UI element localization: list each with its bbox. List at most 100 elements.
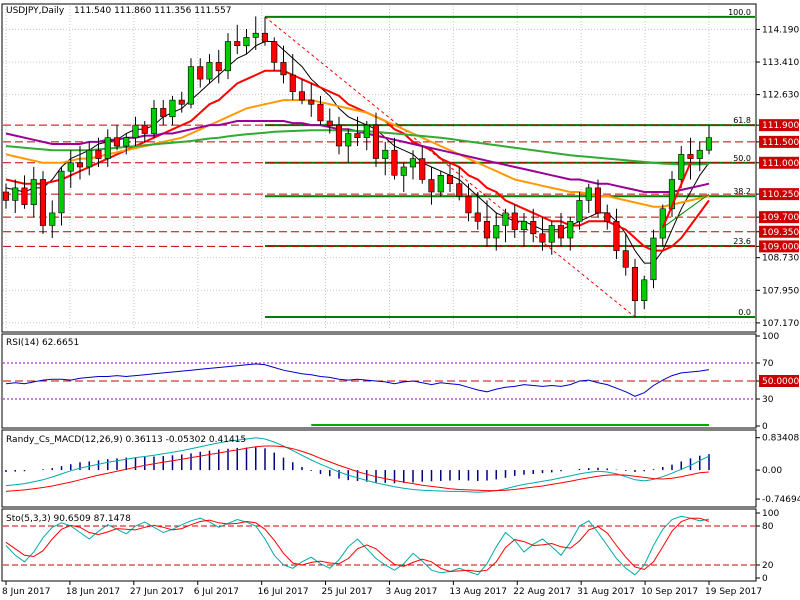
trend-line-green — [662, 193, 710, 228]
candle-body — [622, 250, 629, 268]
candle-body — [363, 124, 370, 138]
candle-body — [39, 179, 47, 226]
candle-body — [261, 32, 269, 42]
price-level-badge — [759, 135, 799, 148]
candle-body — [197, 66, 204, 80]
candle-body — [289, 74, 296, 93]
stochastic-axis-label: 80 — [762, 522, 774, 532]
macd-panel[interactable]: 0.83408 0.00 -0.74694 Randy_Cs_MACD(12,26,… — [1, 429, 800, 508]
price-level-badge — [759, 211, 799, 224]
trend-line-red — [661, 162, 692, 228]
rsi-panel[interactable]: 100 70 50.0000 30 0 RSI(14) 62.6651 — [1, 332, 799, 432]
candle-body — [169, 99, 176, 118]
candle-body — [585, 187, 592, 201]
fib-level-label: 23.6 — [733, 237, 751, 246]
rsi-level-badge — [759, 375, 799, 387]
candle-body — [548, 225, 555, 243]
candle-body — [206, 62, 213, 80]
candle-body — [382, 149, 389, 159]
candle-body — [12, 187, 19, 201]
candle-body — [215, 62, 222, 72]
trend-lines[interactable] — [661, 162, 710, 228]
candle-body — [419, 158, 426, 180]
candle-body — [354, 133, 361, 138]
stochastic-panel-frame — [1, 508, 757, 582]
candle-body — [696, 149, 703, 159]
candle-body — [668, 179, 676, 210]
time-axis-label: 8 Jun 2017 — [2, 587, 50, 597]
price-axis-label: 114.190 — [762, 25, 799, 35]
candle-body — [252, 32, 259, 38]
candle-body — [604, 212, 611, 222]
candle-body — [345, 133, 352, 147]
macd-axis-label: 0.83408 — [762, 434, 799, 444]
price-level-badge — [759, 240, 799, 253]
candle-body — [150, 108, 157, 134]
price-axis-label: 113.410 — [762, 58, 799, 68]
moving-average-line — [5, 99, 710, 208]
candle-body — [234, 41, 241, 46]
candle-body — [113, 137, 120, 147]
candle-body — [631, 266, 639, 301]
rsi-axis-label: 30 — [762, 395, 774, 405]
candle-body — [483, 221, 491, 239]
candle-body — [641, 279, 648, 301]
time-axis-label: 16 Jul 2017 — [258, 587, 309, 597]
time-axis: 8 Jun 2017 18 Jun 2017 27 Jun 2017 6 Jul 20… — [2, 581, 762, 597]
fib-trend-diagonal — [264, 16, 636, 318]
macd-line — [5, 437, 710, 493]
candle-body — [95, 149, 102, 159]
time-axis-label: 22 Aug 2017 — [513, 587, 571, 597]
candle-body — [67, 162, 74, 172]
candle-body — [141, 124, 148, 134]
candle-body — [400, 166, 407, 176]
time-axis-label: 18 Jun 2017 — [66, 587, 120, 597]
fib-level-label: 61.8 — [733, 116, 751, 125]
stochastic-plot — [3, 515, 755, 576]
macd-plot — [5, 437, 710, 493]
rsi-axis-label: 0 — [762, 422, 768, 432]
price-level-badge-label: 111.000 — [762, 159, 799, 169]
candle-body — [428, 179, 435, 193]
candle-body — [493, 225, 500, 239]
price-level-badge — [759, 188, 799, 201]
macd-axis-label: 0.00 — [762, 466, 782, 476]
candle-body — [30, 179, 37, 205]
candle-body — [123, 137, 130, 147]
time-axis-label: 19 Sep 2017 — [705, 587, 762, 597]
stochastic-axis-label: 0 — [762, 574, 768, 584]
chart-symbol-label: USDJPY,Daily — [6, 6, 65, 16]
candle-body — [298, 91, 306, 101]
stochastic-axis-label: 100 — [762, 509, 779, 519]
candle-body — [465, 195, 472, 214]
candle-body — [49, 212, 56, 226]
candle-body — [446, 175, 454, 185]
candle-body — [520, 221, 528, 231]
price-axis-label: 107.950 — [762, 286, 799, 296]
stochastic-signal-line — [5, 517, 710, 573]
price-panel[interactable]: 100.061.850.038.223.60.0 114.190113.4101… — [1, 3, 799, 333]
price-axis-label: 112.630 — [762, 91, 799, 101]
candle-body — [391, 149, 398, 176]
candle-body — [160, 108, 167, 118]
candle-body — [530, 221, 537, 235]
rsi-axis: 100 70 50.0000 30 0 — [756, 332, 799, 432]
candle-body — [511, 212, 518, 230]
price-level-badge — [759, 119, 799, 132]
fib-level-label: 38.2 — [733, 187, 751, 196]
candle-body — [705, 137, 713, 151]
time-axis-label: 3 Aug 2017 — [385, 587, 437, 597]
candle-body — [678, 154, 685, 180]
stochastic-label: Sto(5,3,3) 90.6509 87.1478 — [6, 514, 131, 524]
candle-body — [557, 225, 565, 239]
candle-body — [372, 124, 380, 159]
stochastic-panel[interactable]: 100 80 20 0 Sto(5,3,3) 90.6509 87.1478 — [1, 508, 779, 584]
rsi-axis-label: 100 — [762, 332, 779, 342]
price-level-badge-label: 109.000 — [762, 242, 799, 252]
price-level-badge — [759, 156, 799, 169]
price-axis-label: 108.730 — [762, 254, 799, 264]
candle-body — [613, 221, 620, 251]
price-level-badge-label: 111.500 — [762, 138, 799, 148]
candle-body — [58, 170, 65, 214]
